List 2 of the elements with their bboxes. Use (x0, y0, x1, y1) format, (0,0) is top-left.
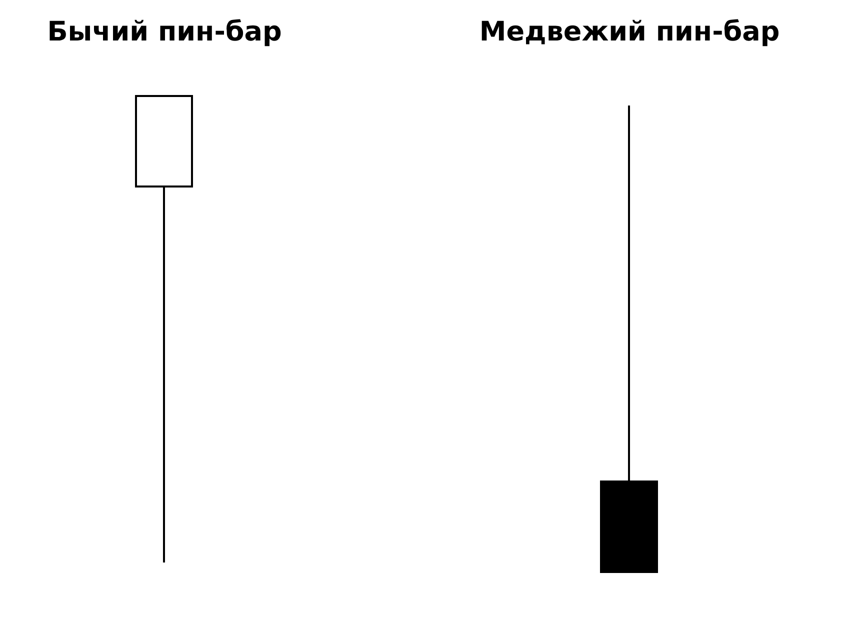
x-tick-label: Медвежий пин-бар (479, 16, 780, 48)
x-tick-label: Бычий пин-бар (47, 16, 282, 48)
